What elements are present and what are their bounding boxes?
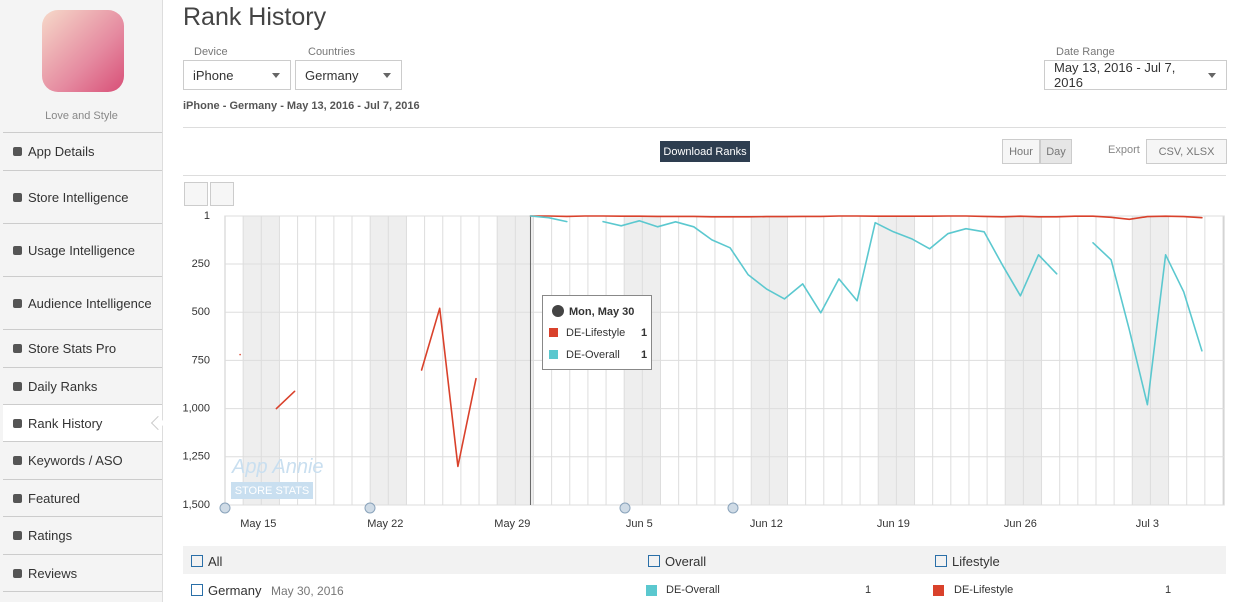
y-tick-label: 500 xyxy=(192,306,210,318)
zoom[interactable] xyxy=(210,182,234,206)
nav-item[interactable]: Usage Intelligence xyxy=(3,223,162,276)
header-cell[interactable]: All xyxy=(191,554,222,569)
x-tick-label: Jun 26 xyxy=(1004,518,1037,530)
cell: May 30, 2016 xyxy=(271,584,344,598)
tooltip-title: Mon, May 30 xyxy=(569,306,635,318)
cell-text: Germany xyxy=(208,583,262,598)
watermark-brand: App Annie xyxy=(232,456,324,478)
x-tick-label: Jun 12 xyxy=(750,518,783,530)
y-tick-label: 750 xyxy=(192,354,210,366)
tooltip-swatch xyxy=(549,328,558,337)
nav-item[interactable]: Store Intelligence xyxy=(3,170,162,223)
header-text: Lifestyle xyxy=(952,554,1000,569)
subtitle: iPhone - Germany - May 13, 2016 - Jul 7,… xyxy=(183,100,420,112)
tooltip-name: DE-Lifestyle xyxy=(566,327,626,339)
annotation-icon xyxy=(219,502,231,514)
y-tick-label: 1,250 xyxy=(182,451,210,463)
country-select[interactable]: Germany xyxy=(295,60,402,90)
date-range-label: Date Range xyxy=(1056,46,1115,58)
header-cell[interactable]: Lifestyle xyxy=(935,554,1000,569)
chart: 1 250 500 750 1,000 1,250 1,500 May 15 May 22 May… xyxy=(182,210,1225,530)
export-button[interactable]: CSV, XLSX xyxy=(1146,139,1227,164)
x-tick-label: Jun 5 xyxy=(626,518,653,530)
tooltip: Mon, May 30 DE-Lifestyle 1 DE-Overall 1 xyxy=(542,295,652,370)
nav-item[interactable]: Audience Intelligence xyxy=(3,276,162,329)
cell[interactable]: Germany xyxy=(191,583,261,598)
app-name: Love and Style xyxy=(45,110,118,122)
divider xyxy=(183,127,1226,128)
download-button[interactable]: Download Ranks xyxy=(660,141,750,162)
device-select[interactable]: iPhone xyxy=(183,60,291,90)
x-tick-label: May 29 xyxy=(494,518,530,530)
watermark-product: STORE STATS xyxy=(231,482,313,499)
y-tick-label: 1,500 xyxy=(182,499,210,511)
header-text: Overall xyxy=(665,554,707,569)
export-label: Export xyxy=(1108,144,1140,156)
nav-item[interactable]: Reviews xyxy=(3,554,162,592)
reset-zoom[interactable] xyxy=(184,182,208,206)
hour-button[interactable]: Hour xyxy=(1002,139,1040,164)
x-tick-label: Jun 19 xyxy=(877,518,910,530)
cell: 1 xyxy=(1165,584,1172,596)
series-line xyxy=(239,215,1203,468)
countries-label: Countries xyxy=(308,46,356,58)
day-button[interactable]: Day xyxy=(1040,139,1072,164)
device-label: Device xyxy=(194,46,228,58)
page-title: Rank History xyxy=(183,3,327,31)
swatch xyxy=(646,585,657,596)
tooltip-swatch xyxy=(549,350,558,359)
date-range-select[interactable]: May 13, 2016 - Jul 7, 2016 xyxy=(1044,60,1227,90)
x-tick-label: Jul 3 xyxy=(1136,518,1159,530)
tooltip-name: DE-Overall xyxy=(566,349,620,361)
nav-item[interactable]: Daily Ranks xyxy=(3,367,162,404)
cell: 1 xyxy=(865,584,872,596)
x-tick-label: May 22 xyxy=(367,518,403,530)
cell: DE-Overall xyxy=(666,584,720,596)
tooltip-value: 1 xyxy=(641,327,648,339)
annotation-icon xyxy=(364,502,376,514)
y-tick-label: 1 xyxy=(204,210,210,222)
swatch xyxy=(933,585,944,596)
divider xyxy=(183,175,1226,176)
annotation-icon xyxy=(727,502,739,514)
x-tick-label: May 15 xyxy=(240,518,276,530)
tooltip-value: 1 xyxy=(641,349,648,361)
y-tick-label: 1,000 xyxy=(182,403,210,415)
header-cell[interactable]: Overall xyxy=(648,554,706,569)
header-text: All xyxy=(208,554,223,569)
nav-item[interactable]: Keywords / ASO xyxy=(3,441,162,479)
cell: DE-Lifestyle xyxy=(954,584,1014,596)
nav-item[interactable]: Rank History xyxy=(3,404,162,441)
sidebar: Love and Style App Details Store Intelli… xyxy=(0,0,163,602)
app-icon xyxy=(42,10,124,92)
table: All Overall Lifestyle Germany May 30, 20… xyxy=(183,546,1226,602)
y-tick-label: 250 xyxy=(192,258,210,270)
nav-item[interactable]: Ratings xyxy=(3,516,162,554)
series-line xyxy=(529,215,1203,406)
nav-item[interactable]: Featured xyxy=(3,479,162,516)
nav-item[interactable]: Store Stats Pro xyxy=(3,329,162,367)
table-header xyxy=(183,546,1226,574)
annotation-icon xyxy=(619,502,631,514)
nav-item[interactable]: App Details xyxy=(3,132,162,170)
globe-icon xyxy=(552,305,564,317)
